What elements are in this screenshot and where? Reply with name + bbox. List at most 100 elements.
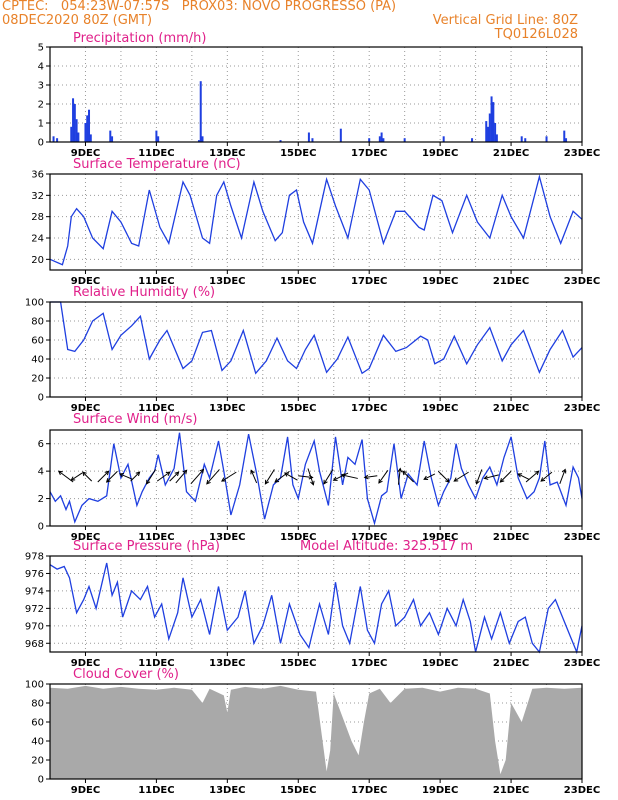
precip-bar <box>279 140 282 142</box>
x-tick-label: 19DEC <box>422 785 458 796</box>
precip-bar <box>339 128 342 142</box>
panel-frame-3 <box>49 429 583 527</box>
precip-bar <box>442 136 445 142</box>
wind-arrow-head <box>453 477 459 482</box>
x-tick-label: 11DEC <box>138 276 174 287</box>
x-tick-label: 17DEC <box>351 785 387 796</box>
wind-arrow-head <box>70 476 76 481</box>
y-tick-label: 3 <box>38 81 44 92</box>
y-tick-label: 6 <box>38 439 44 450</box>
precip-bar <box>490 96 493 142</box>
wind-arrow-shaft <box>559 469 566 485</box>
x-tick-label: 21DEC <box>493 658 529 669</box>
wind-arrow-shaft <box>221 471 237 482</box>
wind-arrow-head <box>118 473 124 478</box>
series-line-4 <box>49 562 583 655</box>
series-line-3 <box>49 432 583 526</box>
y-tick-label: 4 <box>38 62 44 73</box>
wind-arrow-head <box>561 468 567 474</box>
wind-arrow-head <box>445 478 450 483</box>
wind-arrow-shaft <box>333 472 349 481</box>
precip-bar <box>545 136 548 142</box>
precip-bar <box>199 81 202 142</box>
x-tick-label: 23DEC <box>564 276 600 287</box>
wind-arrow-head <box>517 473 523 478</box>
y-tick-label: 28 <box>31 212 44 223</box>
x-tick-label: 21DEC <box>493 148 529 159</box>
x-tick-label: 21DEC <box>493 276 529 287</box>
x-tick-label: 17DEC <box>351 148 387 159</box>
wind-arrow-head <box>534 470 540 476</box>
precip-bar <box>487 126 490 142</box>
y-tick-label: 0 <box>38 393 44 404</box>
wind-arrow-head <box>274 478 280 483</box>
y-tick-label: 972 <box>25 604 44 615</box>
wind-arrow-shaft <box>364 475 378 479</box>
wind-arrow-shaft <box>169 471 179 482</box>
precip-bar <box>72 98 75 142</box>
wind-arrow-shaft <box>298 475 313 479</box>
wind-arrow-head <box>199 468 205 474</box>
wind-arrow-head <box>402 470 407 476</box>
precip-bar <box>75 119 78 142</box>
wind-arrow-shaft <box>525 470 539 483</box>
y-tick-label: 0 <box>38 775 44 786</box>
x-tick-label: 15DEC <box>280 785 316 796</box>
x-tick-label: 19DEC <box>422 532 458 543</box>
x-tick-label: 9DEC <box>71 148 100 159</box>
precip-bar <box>520 136 523 142</box>
x-tick-label: 13DEC <box>209 532 245 543</box>
precip-bar <box>77 132 80 142</box>
y-tick-label: 20 <box>31 255 44 266</box>
precip-bar <box>563 130 566 142</box>
y-tick-label: 32 <box>31 191 44 202</box>
x-tick-label: 23DEC <box>564 785 600 796</box>
x-tick-label: 15DEC <box>280 276 316 287</box>
x-tick-label: 17DEC <box>351 532 387 543</box>
wind-arrow-shaft <box>119 473 133 480</box>
y-tick-label: 5 <box>38 43 44 54</box>
wind-arrow-head <box>283 472 289 477</box>
precip-bar <box>378 136 381 142</box>
y-tick-label: 1 <box>38 119 44 130</box>
wind-arrow-head <box>499 478 505 483</box>
precip-bar <box>56 138 59 142</box>
wind-arrow-head <box>146 479 151 485</box>
precip-bar <box>84 123 87 142</box>
y-tick-label: 978 <box>25 552 44 563</box>
precip-bar <box>307 132 310 142</box>
y-tick-label: 24 <box>31 234 44 245</box>
precip-bar <box>382 138 385 142</box>
wind-arrow-shaft <box>97 470 109 483</box>
x-tick-label: 23DEC <box>564 658 600 669</box>
precip-bar <box>157 136 160 142</box>
header-line1: CPTEC: 054:23W-07:57S PROX03: NOVO PROGR… <box>2 0 397 14</box>
wind-arrow-shaft <box>323 469 334 485</box>
wind-arrow-head <box>250 469 255 475</box>
wind-arrow-shaft <box>453 471 469 482</box>
y-tick-label: 20 <box>31 756 44 767</box>
y-tick-label: 60 <box>31 718 44 729</box>
wind-arrow-head <box>206 479 211 485</box>
wind-arrow-head <box>397 467 403 473</box>
wind-arrow-shaft <box>70 472 83 481</box>
x-tick-label: 19DEC <box>422 148 458 159</box>
wind-arrow-shaft <box>264 469 275 485</box>
x-tick-label: 23DEC <box>564 532 600 543</box>
x-tick-label: 13DEC <box>209 403 245 414</box>
panel-subtitle-4: Model Altitude: 325.517 m <box>300 539 473 554</box>
wind-arrow-shaft <box>499 470 512 483</box>
wind-arrow-head <box>182 469 188 475</box>
precip-bar <box>86 115 89 142</box>
precip-bar <box>52 136 55 142</box>
wind-arrow-head <box>105 478 111 483</box>
panel-title-3: Surface Wind (m/s) <box>73 412 197 427</box>
wind-arrow-shaft <box>437 470 450 483</box>
precip-bar <box>109 130 112 142</box>
wind-arrow-shaft <box>484 474 499 479</box>
y-tick-label: 20 <box>31 374 44 385</box>
y-tick-label: 40 <box>31 737 44 748</box>
header-line3-right: TQ0126L028 <box>494 27 578 42</box>
x-tick-label: 9DEC <box>71 658 100 669</box>
precip-bar <box>88 109 91 142</box>
